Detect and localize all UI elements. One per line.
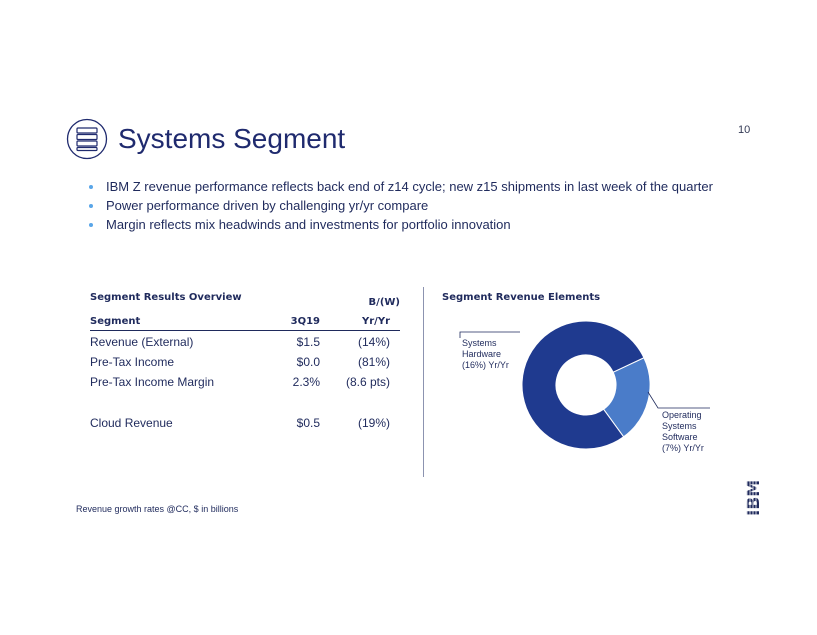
row-value: $1.5 [296, 335, 320, 349]
slice-label-line: Operating [662, 410, 702, 420]
page-number: 10 [738, 124, 751, 136]
bullet-list: IBM Z revenue performance reflects back … [86, 177, 713, 234]
slice-label-hardware: Systems Hardware (16%) Yr/Yr [462, 338, 509, 371]
row-label: Revenue (External) [90, 335, 194, 349]
row-value: 2.3% [292, 375, 320, 389]
col-header-change-bottom: Yr/Yr [362, 316, 390, 327]
bullet-item: IBM Z revenue performance reflects back … [86, 177, 713, 196]
page-title: Systems Segment [118, 123, 346, 154]
row-change: (19%) [357, 416, 390, 430]
slice-label-line: Systems [462, 338, 497, 348]
footnote: Revenue growth rates @CC, $ in billions [76, 504, 239, 514]
col-header-segment: Segment [90, 316, 141, 327]
slice-label-line: (7%) Yr/Yr [662, 443, 704, 453]
bullet-item: Margin reflects mix headwinds and invest… [86, 215, 713, 234]
bullet-item: Power performance driven by challenging … [86, 196, 713, 215]
row-change: (81%) [357, 355, 390, 369]
slice-label-line: Hardware [462, 349, 502, 359]
server-icon [66, 118, 108, 160]
logo-text: IBM [744, 480, 764, 516]
results-table-title: Segment Results Overview [90, 292, 242, 303]
col-header-change-top: B/(W) [368, 297, 400, 308]
row-label: Pre-Tax Income [90, 355, 175, 369]
slice-label-line: Systems [662, 421, 697, 431]
slice-label-line: (16%) Yr/Yr [462, 360, 509, 370]
slice-label-software: Operating Systems Software (7%) Yr/Yr [662, 410, 704, 454]
slice-label-line: Software [662, 432, 698, 442]
row-label: Cloud Revenue [90, 416, 173, 430]
ibm-logo-icon: IBM [737, 474, 765, 518]
slice-systems-hardware [521, 320, 645, 450]
chart-title: Segment Revenue Elements [442, 292, 601, 303]
donut-chart [459, 320, 710, 450]
row-value: $0.0 [296, 355, 320, 369]
section-divider [423, 287, 424, 477]
leader-line-software [647, 391, 710, 409]
col-header-quarter: 3Q19 [290, 316, 320, 327]
row-change: (14%) [357, 335, 390, 349]
row-label: Pre-Tax Income Margin [90, 375, 215, 389]
table-header-rule [90, 330, 400, 331]
leader-line-hardware [459, 331, 520, 338]
row-value: $0.5 [296, 416, 320, 430]
row-change: (8.6 pts) [345, 375, 390, 389]
